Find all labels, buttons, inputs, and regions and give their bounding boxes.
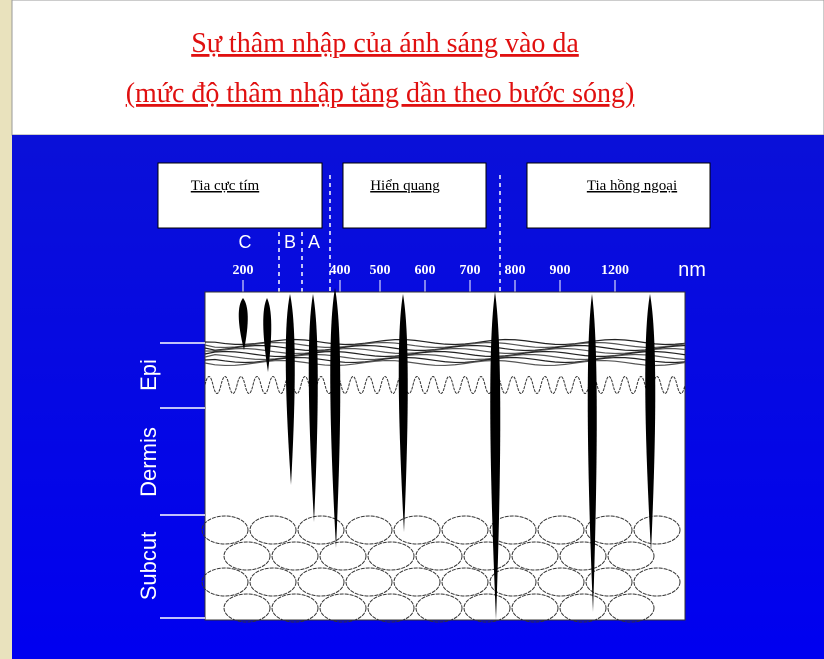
unit-label: nm <box>678 259 706 281</box>
slide: Sự thâm nhập của ánh sáng vào da (mức độ… <box>0 0 824 659</box>
uv-label: C <box>239 232 252 252</box>
uv-label: B <box>284 232 296 252</box>
wavelength-label: 200 <box>233 263 254 278</box>
wavelength-label: 600 <box>415 263 436 278</box>
layer-label: Subcut <box>136 532 161 601</box>
layer-label: Dermis <box>136 427 161 497</box>
title-area <box>12 0 824 135</box>
wavelength-label: 700 <box>460 263 481 278</box>
subtitle-line: (mức độ thâm nhập tăng dần theo bước són… <box>126 78 635 109</box>
wavelength-label: 800 <box>505 263 526 278</box>
wavelength-label: 900 <box>550 263 571 278</box>
title-line: Sự thâm nhập của ánh sáng vào da <box>191 28 579 59</box>
band-label: Hiển quang <box>370 178 440 194</box>
band-box <box>158 163 322 228</box>
uv-label: A <box>308 232 320 252</box>
band-box <box>343 163 486 228</box>
layer-label: Epi <box>136 359 161 391</box>
band-label: Tia cực tím <box>191 178 260 194</box>
band-label: Tia hồng ngoại <box>587 178 677 194</box>
wavelength-label: 400 <box>330 263 351 278</box>
wavelength-label: 1200 <box>601 263 629 278</box>
band-box <box>527 163 710 228</box>
wavelength-label: 500 <box>370 263 391 278</box>
